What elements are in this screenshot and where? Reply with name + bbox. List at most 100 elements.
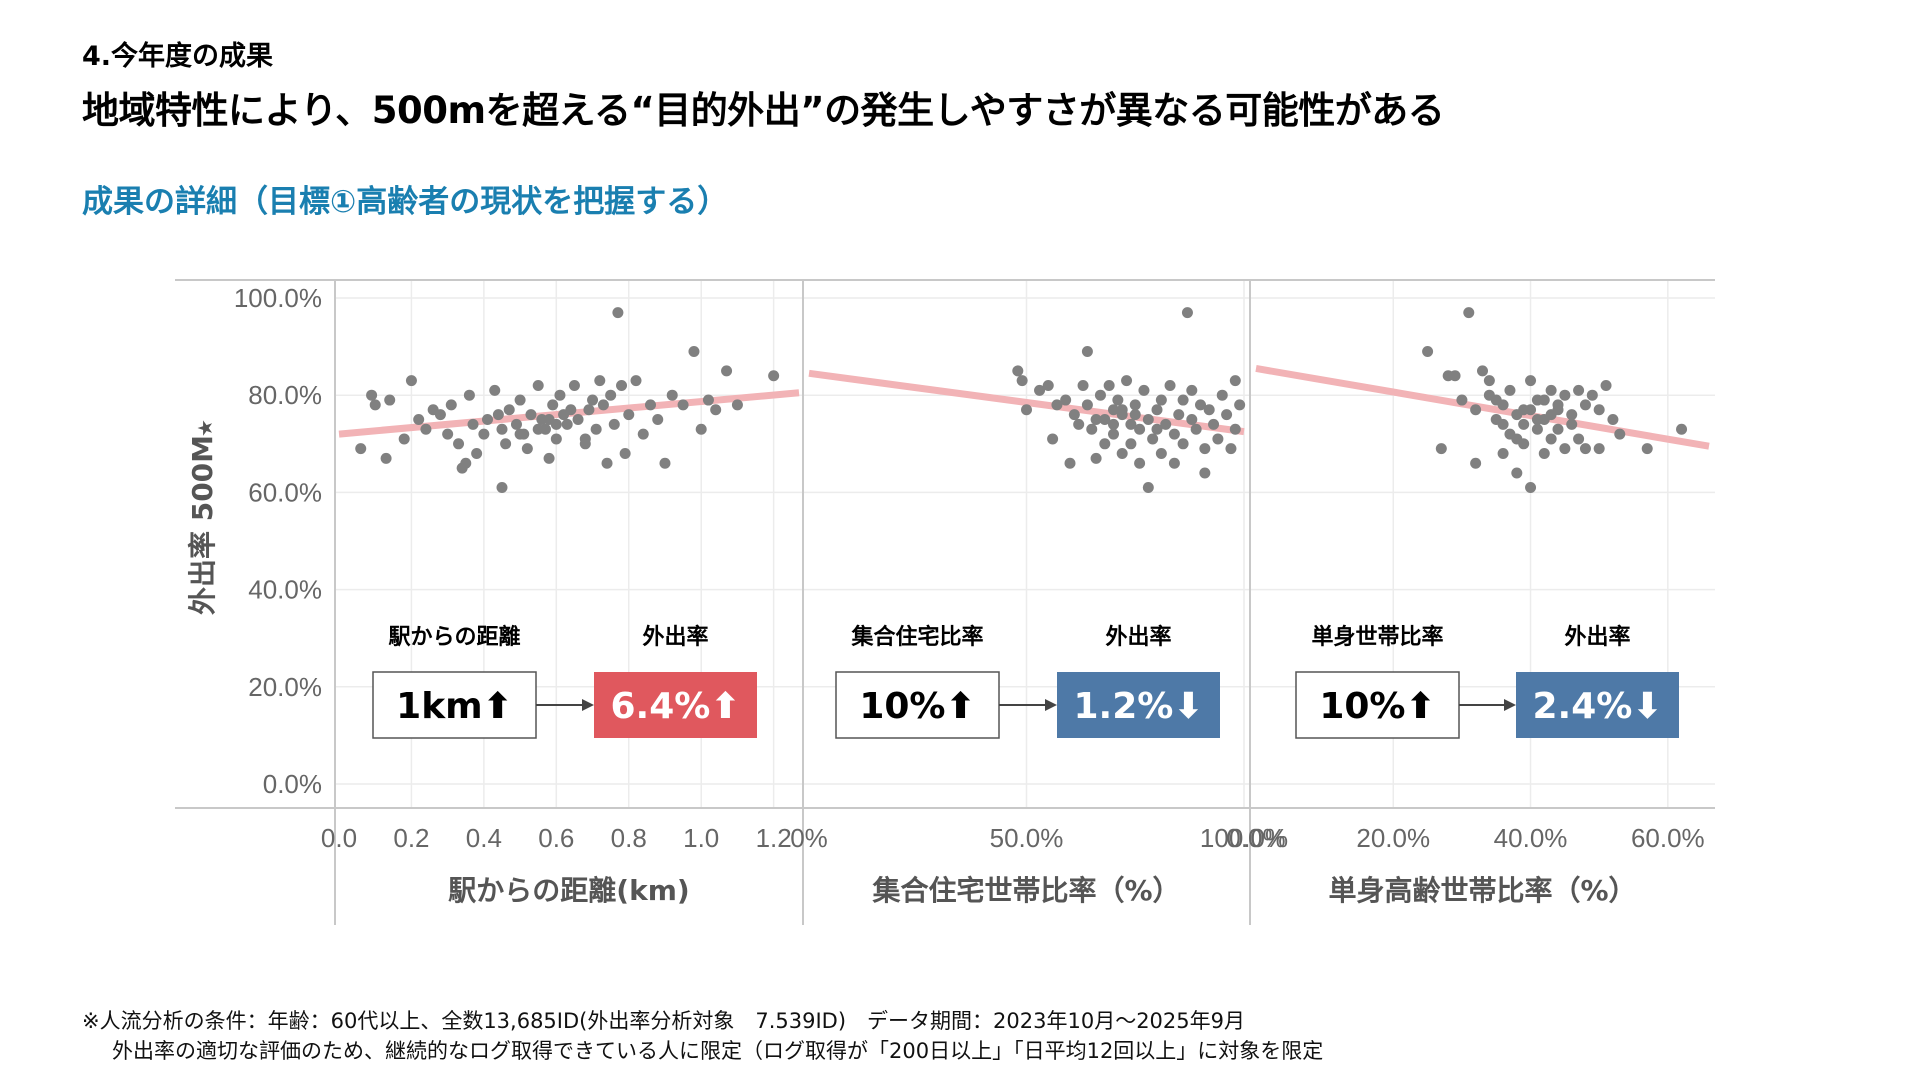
data-point bbox=[561, 418, 573, 430]
data-point bbox=[1116, 448, 1128, 460]
data-point bbox=[1195, 399, 1206, 411]
factor-value: 10%⬆ bbox=[1319, 686, 1435, 727]
data-point bbox=[1181, 307, 1193, 319]
data-point bbox=[543, 452, 555, 464]
data-point bbox=[514, 394, 526, 406]
scatter-points bbox=[355, 307, 1688, 494]
data-point bbox=[1099, 438, 1111, 450]
data-point bbox=[496, 423, 508, 435]
data-point bbox=[688, 345, 700, 357]
data-point bbox=[702, 394, 714, 406]
x-axis-title: 単身高齢世帯比率（%） bbox=[1328, 874, 1636, 907]
data-point bbox=[1142, 482, 1154, 494]
data-point bbox=[1518, 418, 1530, 430]
data-point bbox=[1090, 414, 1102, 425]
data-point bbox=[1552, 399, 1564, 411]
data-point bbox=[489, 384, 501, 396]
data-point bbox=[1164, 379, 1176, 391]
data-point bbox=[1177, 394, 1189, 406]
data-point bbox=[1147, 433, 1159, 445]
data-point bbox=[1129, 409, 1141, 421]
data-point bbox=[1116, 404, 1128, 416]
x-axis-title: 集合住宅世帯比率（%） bbox=[871, 874, 1180, 907]
callouts: 駅からの距離 外出率 1km⬆ 6.4%⬆ 集合住宅比率 外出率 10%⬆ 1.2%⬇ 単身世帯… bbox=[372, 624, 1679, 739]
y-tick-label: 80.0% bbox=[248, 380, 322, 410]
data-point bbox=[1199, 443, 1211, 455]
data-point bbox=[1103, 379, 1115, 391]
data-point bbox=[1545, 409, 1557, 421]
data-point bbox=[1151, 404, 1163, 416]
data-point bbox=[510, 418, 522, 430]
data-point bbox=[1047, 433, 1059, 445]
gridlines bbox=[335, 280, 1715, 808]
subheading: 成果の詳細（目標①高齢者の現状を把握する） bbox=[82, 184, 729, 220]
data-point bbox=[369, 399, 381, 411]
trend-line bbox=[1255, 365, 1710, 450]
result-label: 外出率 bbox=[1105, 624, 1171, 650]
data-point bbox=[1142, 414, 1154, 425]
result-label: 外出率 bbox=[1564, 624, 1630, 650]
data-point bbox=[471, 448, 483, 460]
callout-1: 駅からの距離 外出率 1km⬆ 6.4%⬆ bbox=[372, 624, 757, 739]
footnote: ※人流分析の条件：年齢：60代以上、全数13,685ID(外出率分析対象 7.5… bbox=[82, 1006, 1323, 1066]
data-point bbox=[1168, 457, 1180, 469]
data-point bbox=[1225, 443, 1237, 455]
x-tick-label: 0.6 bbox=[538, 823, 574, 853]
data-point bbox=[1483, 389, 1495, 401]
data-point bbox=[1081, 399, 1093, 411]
data-point bbox=[1068, 409, 1080, 421]
data-point bbox=[420, 423, 432, 435]
data-point bbox=[1151, 423, 1163, 435]
data-point bbox=[1168, 428, 1180, 440]
data-point bbox=[1579, 399, 1591, 411]
data-point bbox=[1566, 418, 1578, 430]
data-point bbox=[630, 375, 642, 387]
x-tick-label: 0.0% bbox=[1226, 823, 1285, 853]
data-point bbox=[1177, 438, 1189, 450]
data-point bbox=[1497, 399, 1509, 411]
result-value: 1.2%⬇ bbox=[1073, 686, 1203, 727]
data-point bbox=[1090, 452, 1102, 464]
data-point bbox=[547, 399, 559, 411]
data-point bbox=[460, 457, 472, 469]
data-point bbox=[1212, 433, 1224, 445]
x-tick-label: 60.0% bbox=[1631, 823, 1705, 853]
data-point bbox=[1545, 433, 1557, 445]
data-point bbox=[1579, 443, 1591, 455]
data-point bbox=[623, 409, 635, 421]
data-point bbox=[482, 414, 494, 425]
data-point bbox=[1229, 423, 1241, 435]
data-point bbox=[1483, 375, 1495, 387]
data-point bbox=[1538, 448, 1550, 460]
result-value: 2.4%⬇ bbox=[1532, 686, 1662, 727]
headline: 地域特性により、500mを超える“目的外出”の発生しやすさが異なる可能性がある bbox=[82, 89, 1445, 132]
data-point bbox=[492, 409, 504, 421]
data-point bbox=[1559, 389, 1571, 401]
data-point bbox=[550, 433, 562, 445]
y-axis-ticks: 0.0% 20.0% 40.0% 60.0% 80.0% 100.0% bbox=[234, 283, 322, 799]
data-point bbox=[1021, 404, 1032, 416]
data-point bbox=[1134, 423, 1146, 435]
data-point bbox=[1497, 418, 1509, 430]
data-point bbox=[1034, 384, 1046, 396]
data-point bbox=[366, 389, 378, 401]
data-point bbox=[1470, 457, 1482, 469]
data-point bbox=[1607, 414, 1619, 425]
x-tick-label: 0% bbox=[790, 823, 828, 853]
data-point bbox=[659, 457, 671, 469]
data-point bbox=[1614, 428, 1626, 440]
data-point bbox=[1155, 394, 1167, 406]
data-point bbox=[1125, 418, 1137, 430]
data-point bbox=[532, 423, 544, 435]
x-tick-label: 20.0% bbox=[1356, 823, 1430, 853]
data-point bbox=[413, 414, 425, 425]
result-box bbox=[1057, 672, 1220, 738]
data-point bbox=[1593, 404, 1605, 416]
data-point bbox=[695, 423, 707, 435]
factor-value: 1km⬆ bbox=[396, 686, 513, 727]
data-point bbox=[496, 482, 508, 494]
data-point bbox=[1470, 404, 1482, 416]
x-tick-label: 100.0% bbox=[1200, 823, 1288, 853]
data-point bbox=[1086, 423, 1098, 435]
